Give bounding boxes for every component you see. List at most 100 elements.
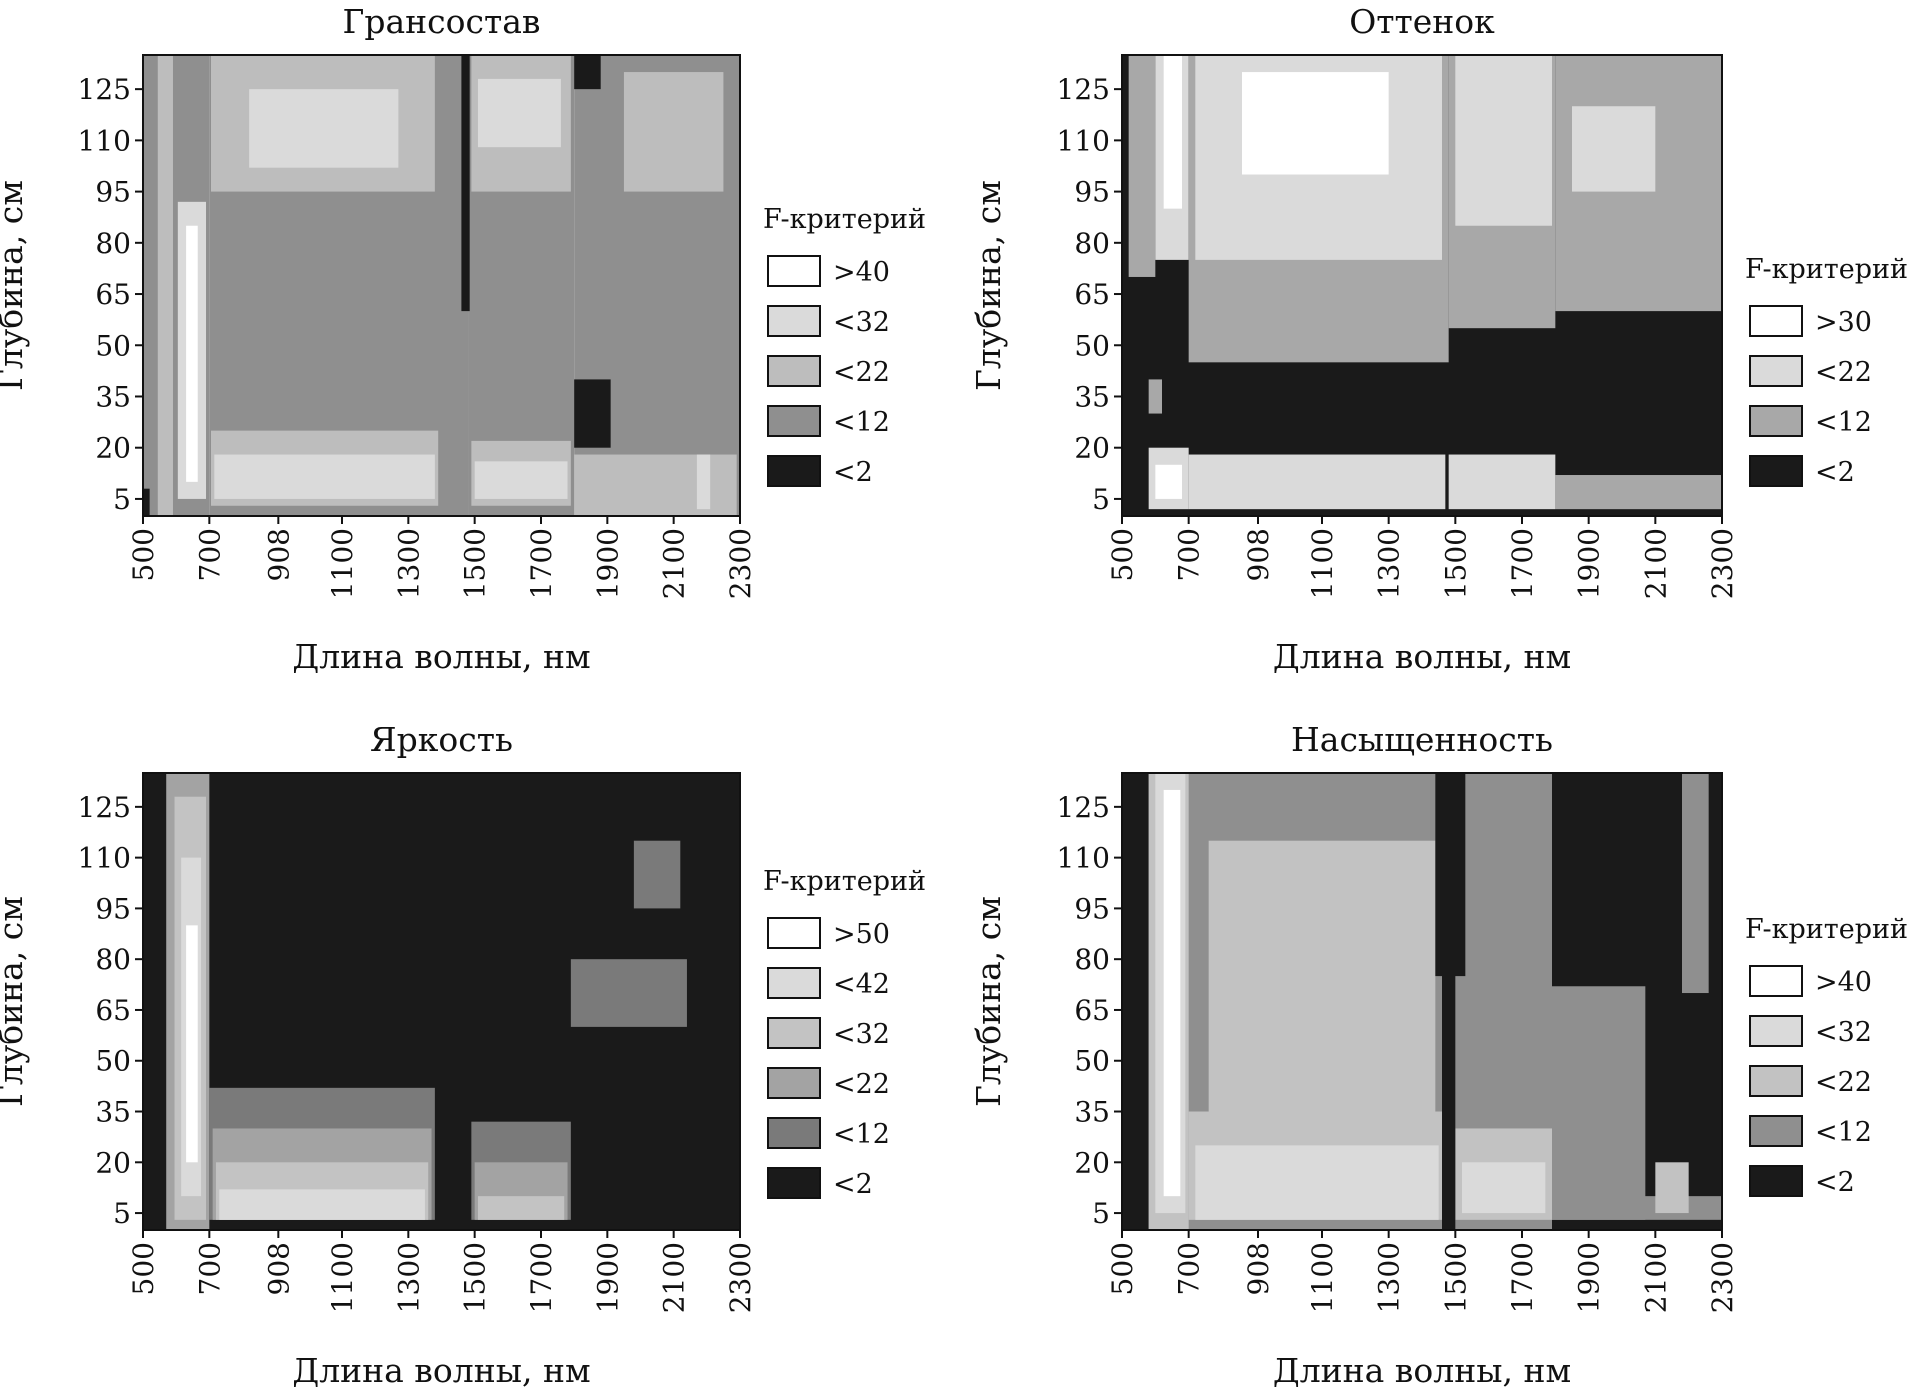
x-tick-label: 1100	[1306, 1242, 1339, 1313]
x-tick-label: 2300	[1706, 1242, 1739, 1313]
y-axis-label: Глубина, см	[0, 896, 30, 1107]
y-tick-label: 110	[1057, 842, 1110, 875]
legend-item: <2	[767, 1167, 873, 1200]
legend-label: <12	[1815, 1117, 1872, 1148]
x-axis-label: Длина волны, нм	[1273, 1351, 1571, 1390]
legend-label: >50	[833, 919, 890, 950]
x-axis-label: Длина волны, нм	[1273, 637, 1571, 676]
x-tick-label: 2300	[724, 528, 757, 599]
x-tick-label: 2100	[658, 528, 691, 599]
legend-label: <22	[833, 1069, 890, 1100]
legend-swatch	[767, 355, 821, 387]
x-tick-label: 1100	[326, 1242, 359, 1313]
x-tick-label: 700	[1173, 528, 1206, 581]
heatmap-cell	[1552, 986, 1646, 1220]
y-tick-label: 35	[1074, 380, 1110, 413]
legend-item: <22	[767, 1067, 890, 1100]
legend-swatch	[1749, 1015, 1803, 1047]
legend-item: <2	[1749, 1165, 1855, 1198]
legend: F-критерий >30 <22 <12 <2	[1745, 254, 1908, 488]
y-tick-label: 95	[1074, 892, 1110, 925]
legend-label: <2	[833, 457, 873, 488]
y-tick-label: 65	[1074, 278, 1110, 311]
x-tick-label: 1100	[1306, 528, 1339, 599]
y-tick-label: 125	[78, 791, 131, 824]
y-tick-label: 110	[78, 842, 131, 875]
legend-label: <22	[833, 357, 890, 388]
heatmap-cell	[461, 55, 470, 312]
legend: F-критерий >40 <32 <22 <12 <2	[1745, 914, 1908, 1198]
legend-item: <32	[1749, 1015, 1872, 1048]
legend-swatch	[767, 305, 821, 337]
heatmap-cell	[1555, 475, 1722, 510]
heatmap-cell	[186, 925, 198, 1163]
heatmap-cell	[633, 840, 681, 909]
heatmap-cell	[186, 225, 198, 482]
heatmap-cell	[1163, 55, 1182, 209]
y-tick-label: 95	[95, 892, 131, 925]
heatmap-cell	[1242, 72, 1389, 175]
heatmap-cell	[1572, 106, 1656, 192]
x-tick-label: 1700	[525, 528, 558, 599]
x-tick-label: 1700	[525, 1242, 558, 1313]
heatmap-cell	[157, 55, 173, 516]
legend-label: <2	[833, 1169, 873, 1200]
y-tick-label: 125	[78, 73, 131, 106]
x-tick-label: 700	[193, 528, 226, 581]
y-tick-label: 20	[95, 1146, 131, 1179]
legend-item: <12	[767, 405, 890, 438]
heatmap-cell	[1655, 1162, 1689, 1214]
y-tick-label: 110	[78, 124, 131, 157]
heatmap-cell	[249, 89, 399, 168]
chart-title: Насыщенность	[1291, 720, 1553, 759]
heatmap-cell	[1122, 773, 1149, 1230]
y-tick-label: 95	[1074, 176, 1110, 209]
x-tick-label: 500	[127, 528, 160, 581]
legend-label: <2	[1815, 1167, 1855, 1198]
x-tick-label: 2300	[724, 1242, 757, 1313]
heatmap-cell	[477, 1196, 565, 1220]
legend-swatch	[1749, 1115, 1803, 1147]
heatmap-cell	[1163, 789, 1181, 1197]
heatmap-cell	[1195, 1145, 1439, 1220]
y-axis-label: Глубина, см	[969, 896, 1008, 1107]
plot-frame	[1121, 54, 1723, 517]
y-tick-label: 35	[1074, 1096, 1110, 1129]
legend-label: <22	[1815, 1067, 1872, 1098]
x-tick-label: 1500	[1439, 1242, 1472, 1313]
y-tick-label: 5	[1092, 1197, 1110, 1230]
y-tick-label: 95	[95, 176, 131, 209]
x-tick-label: 908	[262, 1242, 295, 1295]
heatmap-cell	[1442, 773, 1456, 1230]
legend-swatch	[767, 1167, 821, 1199]
legend-swatch	[767, 255, 821, 287]
x-tick-label: 2100	[1639, 528, 1672, 599]
legend-item: <22	[767, 355, 890, 388]
heatmap-cell	[574, 454, 737, 516]
legend-swatch	[767, 455, 821, 487]
y-tick-label: 50	[1074, 1045, 1110, 1078]
heatmap-cell	[623, 72, 724, 192]
heatmap-cell	[1682, 773, 1709, 994]
legend-swatch	[1749, 1065, 1803, 1097]
y-axis-label: Глубина, см	[969, 180, 1008, 391]
legend-title: F-критерий	[763, 204, 926, 235]
x-tick-label: 1500	[459, 528, 492, 599]
y-tick-label: 80	[1074, 943, 1110, 976]
chart-panel: Яркость 5 20 35 50 65 80 95 110 125 500 700 908 1100 1…	[0, 720, 926, 1390]
heatmap-cell	[1148, 379, 1162, 414]
y-tick-label: 50	[95, 329, 131, 362]
y-tick-label: 5	[113, 483, 131, 516]
heatmap-cell	[574, 379, 611, 448]
legend-label: >30	[1815, 307, 1872, 338]
heatmap-cell	[1155, 464, 1182, 499]
heatmap-cell	[1462, 1162, 1546, 1214]
heatmap-cell	[574, 55, 601, 90]
heatmap-cell	[214, 454, 435, 499]
heatmap-cell	[696, 454, 711, 510]
legend-swatch	[767, 1067, 821, 1099]
y-tick-label: 65	[95, 278, 131, 311]
heatmap-cell	[474, 461, 568, 499]
x-tick-label: 1900	[591, 1242, 624, 1313]
